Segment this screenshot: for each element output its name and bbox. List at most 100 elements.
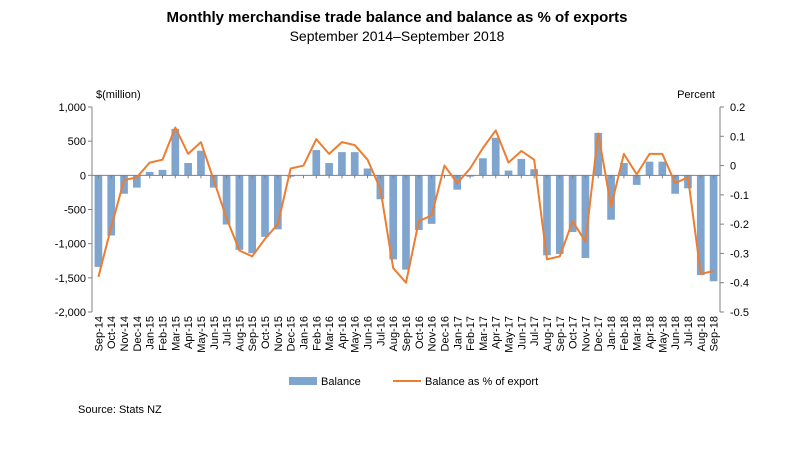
bar-balance [94,175,103,267]
bar-balance [504,170,513,176]
left-tick-label: -500 [64,205,86,217]
left-axis-label: $(million) [96,89,141,101]
x-tick-label: Nov-17 [580,316,592,351]
bar-balance [248,175,257,254]
bar-balance [632,175,641,185]
source-note: Source: Stats NZ [78,404,162,416]
bar-balance [555,175,564,254]
left-tick-label: 500 [68,136,86,148]
bar-balance [696,175,705,276]
right-tick-label: -0.1 [730,190,749,202]
x-tick-label: Jul-18 [683,316,695,346]
x-tick-label: Nov-14 [119,316,131,351]
right-tick-label: -0.5 [730,307,749,319]
bar-balance [568,175,577,233]
bar-balance [261,175,269,237]
x-tick-label: May-17 [504,316,516,353]
x-tick-label: Jun-18 [670,316,682,350]
x-tick-label: Feb-17 [465,316,477,351]
x-tick-label: Jun-17 [516,316,528,350]
x-tick-label: Aug-18 [696,316,708,351]
legend-label-balance: Balance [321,376,361,388]
bar-balance [273,175,282,230]
x-tick-label: Mar-15 [170,316,182,351]
x-tick-label: Jul-15 [222,316,234,346]
bar-balance [312,150,321,176]
right-tick-label: -0.4 [730,278,749,290]
bar-balance [363,168,372,176]
x-tick-label: Oct-15 [260,316,272,349]
bar-balance [402,175,410,270]
right-tick-label: 0.2 [730,102,745,114]
bar-balance [235,175,244,250]
left-tick-label: -1,500 [55,273,86,285]
x-tick-label: Jun-16 [363,316,375,350]
x-tick-label: Jul-17 [529,316,541,346]
bar-balance [145,171,154,176]
left-tick-label: -1,000 [55,239,86,251]
bar-balance [517,158,526,176]
x-tick-label: Aug-15 [234,316,246,351]
x-tick-label: Jun-15 [209,316,221,350]
bar-balance [645,161,654,176]
bar-balance [338,152,346,176]
x-tick-label: Apr-16 [337,316,349,349]
legend: Balance Balance as % of export [289,376,538,388]
bar-balance [197,150,205,176]
bar-balance [133,175,141,188]
bar-balance [120,175,128,194]
x-tick-label: Jan-18 [606,316,618,350]
bar-balance [389,175,398,260]
x-tick-label: Jan-15 [145,316,157,350]
x-tick-label: Mar-18 [632,316,644,351]
left-tick-label: 1,000 [58,102,86,114]
bar-balance [491,137,500,176]
bar-balance [414,175,423,230]
x-tick-label: Jan-16 [298,316,310,350]
legend-swatch-balance [289,377,317,385]
axes-layer: 1,000 500 0 -500 -1,000 -1,500 -2,000 0.2 0.1 0 -0… [55,102,749,353]
bar-balance [530,169,539,176]
right-tick-label: 0.1 [730,131,745,143]
bar-balance [658,161,667,176]
bar-balance [107,175,116,236]
bar-balance [184,163,192,176]
bar-balance [671,175,679,194]
x-tick-label: Sep-18 [709,316,721,351]
x-tick-label: Feb-16 [311,316,323,351]
x-tick-label: Sep-15 [247,316,259,351]
x-tick-label: May-18 [657,316,669,353]
bar-balance [222,175,231,225]
x-tick-label: Sep-14 [93,316,105,351]
x-tick-label: Apr-15 [183,316,195,349]
bar-balance [543,175,551,256]
x-tick-label: Aug-16 [388,316,400,351]
x-tick-label: Apr-17 [491,316,503,349]
x-tick-label: Jul-16 [375,316,387,346]
bar-balance [171,128,180,176]
x-tick-label: Aug-17 [542,316,554,351]
left-tick-label: 0 [80,170,86,182]
x-tick-label: Sep-17 [555,316,567,351]
bar-balance [620,163,628,176]
x-tick-label: Oct-17 [568,316,580,349]
bar-balance [594,132,603,176]
x-tick-label: May-15 [196,316,208,353]
right-tick-label: -0.2 [730,219,749,231]
x-tick-label: Dec-15 [286,316,298,351]
x-tick-label: Dec-16 [439,316,451,351]
bar-balance [350,152,359,176]
x-tick-label: May-16 [350,316,362,353]
right-axis-label: Percent [677,89,715,101]
x-tick-label: Jan-17 [452,316,464,350]
x-tick-label: Nov-16 [427,316,439,351]
bar-balance [607,175,615,220]
chart-subtitle: September 2014–September 2018 [289,28,505,44]
line-layer [97,126,714,284]
x-tick-label: Oct-16 [414,316,426,349]
x-tick-label: Feb-18 [619,316,631,351]
right-tick-label: -0.3 [730,248,749,260]
legend-label-percent: Balance as % of export [425,376,538,388]
